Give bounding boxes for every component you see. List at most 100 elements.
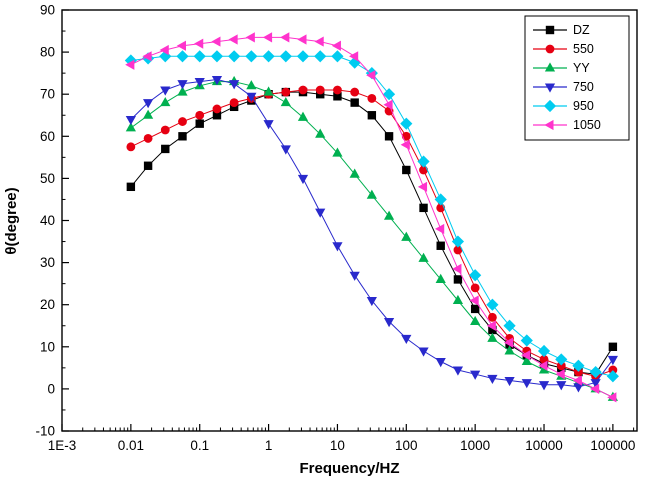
x-tick-label: 0.1	[190, 438, 209, 453]
data-point-750	[211, 75, 223, 86]
data-point-YY	[315, 128, 326, 138]
data-point-YY	[246, 80, 257, 90]
data-point-550	[126, 142, 136, 152]
y-tick-label: 50	[40, 171, 55, 186]
data-point-YY	[383, 210, 395, 220]
data-point-750	[160, 86, 171, 96]
data-point-YY	[349, 168, 360, 178]
data-point-DZ	[212, 111, 222, 120]
data-point-750	[263, 120, 274, 130]
data-point-950	[331, 50, 344, 63]
data-point-YY	[366, 189, 377, 199]
data-point-750	[297, 174, 309, 185]
data-point-DZ	[143, 161, 153, 170]
data-point-950	[314, 50, 327, 63]
data-point-550	[556, 361, 566, 371]
data-point-1050	[469, 295, 479, 306]
data-point-YY	[504, 345, 515, 355]
data-point-1050	[555, 369, 565, 380]
series-1050	[125, 32, 617, 403]
data-point-550	[470, 283, 480, 293]
data-point-950	[537, 344, 551, 358]
series-550	[126, 85, 618, 381]
legend-item-DZ: DZ	[533, 23, 590, 37]
data-point-DZ	[488, 325, 497, 335]
data-point-550	[281, 87, 291, 97]
data-point-750	[246, 92, 257, 102]
data-point-750	[349, 271, 360, 281]
data-point-1050	[521, 350, 531, 361]
data-point-DZ	[161, 144, 170, 154]
data-point-950	[348, 56, 361, 69]
data-point-750	[143, 99, 154, 109]
data-point-750	[470, 370, 481, 380]
data-point-750	[435, 358, 446, 368]
data-point-550	[160, 125, 170, 135]
data-point-1050	[228, 34, 238, 45]
data-point-750	[177, 80, 188, 90]
legend-label-550: 550	[573, 42, 594, 56]
data-point-1050	[400, 139, 410, 150]
data-point-DZ	[367, 111, 377, 120]
data-point-750	[452, 366, 464, 376]
legend-marker-950	[543, 99, 557, 113]
legend-item-YY: YY	[533, 61, 590, 75]
data-point-750	[280, 145, 291, 155]
legend: DZ 550 YY 750 950 1050	[524, 15, 630, 141]
y-tick-label: 60	[40, 129, 55, 144]
data-point-550	[143, 133, 153, 143]
data-point-950	[451, 235, 465, 248]
y-tick-label: 0	[47, 381, 55, 396]
data-point-1050	[435, 223, 445, 235]
legend-item-750: 750	[533, 80, 594, 94]
data-point-550	[419, 165, 428, 175]
data-point-550	[195, 110, 205, 120]
data-point-950	[503, 319, 516, 332]
series-750	[125, 75, 618, 393]
data-point-DZ	[195, 119, 204, 128]
y-tick-label: 20	[40, 297, 55, 312]
x-tick-label: 100000	[590, 438, 635, 453]
data-point-YY	[487, 332, 498, 342]
data-point-550	[333, 85, 342, 95]
data-point-1050	[194, 38, 204, 49]
data-point-950	[176, 50, 189, 63]
data-point-YY	[280, 96, 291, 107]
data-point-950	[124, 54, 137, 67]
data-point-950	[262, 50, 275, 63]
legend-item-950: 950	[533, 99, 594, 113]
x-tick-label: 0.01	[118, 438, 144, 453]
data-point-750	[366, 296, 377, 307]
data-point-1050	[572, 375, 582, 386]
data-point-750	[590, 379, 601, 389]
data-point-YY	[125, 122, 136, 132]
legend-marker-DZ	[545, 25, 555, 35]
legend-label-750: 750	[573, 80, 594, 94]
legend-marker-1050	[544, 119, 554, 131]
x-tick-label: 1000	[460, 438, 490, 453]
legend-label-YY: YY	[573, 61, 590, 75]
y-tick-label: 30	[40, 255, 55, 270]
x-tick-label: 10	[330, 438, 345, 453]
data-point-950	[228, 50, 241, 63]
data-point-1050	[538, 360, 548, 371]
data-point-1050	[280, 32, 290, 43]
plot-border	[61, 9, 638, 432]
data-point-YY	[418, 252, 429, 262]
data-point-1050	[176, 40, 187, 51]
data-point-950	[589, 365, 602, 379]
data-point-DZ	[402, 165, 411, 175]
data-point-950	[555, 353, 568, 366]
data-point-750	[521, 379, 532, 389]
y-tick-label: 40	[40, 213, 55, 228]
data-point-750	[229, 80, 240, 90]
data-point-1050	[159, 44, 169, 56]
y-tick-label: 80	[40, 45, 55, 60]
data-point-1050	[245, 32, 255, 43]
data-point-750	[194, 78, 205, 88]
data-point-1050	[607, 392, 617, 403]
data-point-750	[401, 334, 412, 345]
data-point-YY	[521, 355, 532, 366]
y-tick-label: 90	[40, 3, 55, 18]
